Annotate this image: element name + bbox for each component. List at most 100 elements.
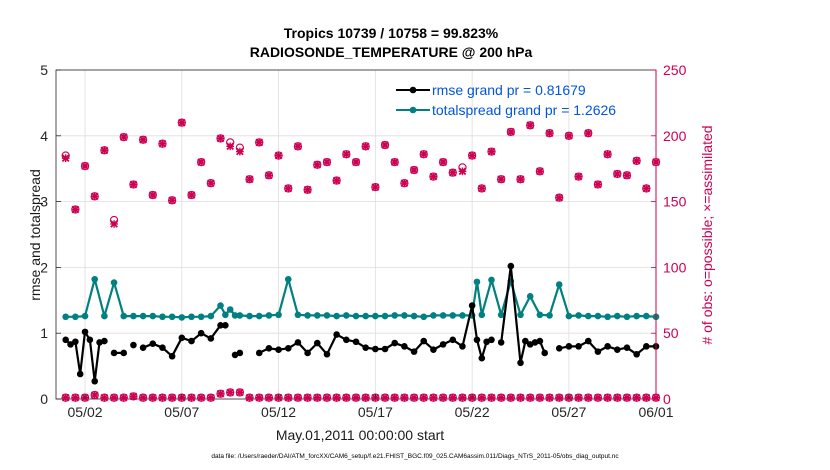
rmse-point — [507, 262, 515, 270]
totalspread-point — [246, 312, 253, 320]
totalspread-point — [333, 312, 340, 320]
totalspread-point — [439, 312, 447, 319]
totalspread-point — [231, 312, 239, 319]
x-tick-label: 05/02 — [68, 404, 103, 420]
totalspread-point — [197, 313, 205, 321]
rmse-point — [473, 336, 481, 344]
rmse-point — [149, 340, 157, 348]
rmse-point — [168, 352, 176, 360]
rmse-point — [76, 370, 84, 378]
totalspread-point — [159, 313, 166, 321]
totalspread-point — [584, 312, 592, 320]
rmse-line — [142, 324, 226, 358]
rmse-point — [555, 345, 563, 352]
legend-totalspread-label: totalspread grand pr = 1.2626 — [432, 102, 616, 118]
rmse-point — [91, 377, 99, 385]
legend: rmse grand pr = 0.81679 totalspread gran… — [396, 82, 616, 118]
rmse-point — [323, 350, 331, 358]
totalspread-point — [130, 312, 137, 320]
rmse-point — [352, 338, 360, 346]
rmse-point — [488, 336, 495, 344]
totalspread-point — [362, 312, 369, 320]
totalspread-point — [478, 311, 486, 319]
y-axis-left-label: rmse and totalspread — [27, 169, 43, 301]
footnote: data file: /Users/raeder/DAI/ATM_forcXX/… — [211, 453, 619, 460]
rmse-point — [304, 349, 311, 357]
totalspread-point — [178, 314, 186, 321]
rmse-point — [565, 343, 573, 350]
totalspread-point — [72, 313, 79, 321]
totalspread-point — [526, 293, 534, 300]
y-tick-right-label: 100 — [663, 259, 687, 275]
totalspread-point — [255, 312, 263, 320]
rmse-point — [522, 337, 529, 345]
rmse-point — [381, 345, 389, 353]
rmse-point — [139, 344, 147, 351]
rmse-point — [188, 337, 195, 345]
totalspread-point — [633, 312, 640, 320]
rmse-point — [333, 331, 340, 338]
rmse-point — [120, 349, 128, 357]
rmse-point — [81, 328, 89, 336]
rmse-point — [255, 349, 263, 357]
totalspread-point — [473, 278, 481, 286]
totalspread-point — [207, 312, 215, 320]
rmse-point — [343, 336, 350, 344]
rmse-point — [575, 343, 582, 350]
chart-title: Tropics 10739 / 10758 = 99.823% — [284, 25, 499, 41]
legend-rmse-label: rmse grand pr = 0.81679 — [432, 82, 586, 98]
rmse-point — [594, 348, 602, 355]
totalspread-point — [343, 312, 350, 319]
totalspread-point — [168, 313, 176, 321]
totalspread-point — [352, 312, 360, 320]
totalspread-point — [110, 279, 118, 286]
rmse-point — [391, 339, 399, 347]
axes: 05/02 05/07 05/12 05/17 05/22 05/27 06/0101234… — [40, 62, 686, 420]
rmse-point — [110, 349, 118, 357]
rmse-point — [86, 336, 94, 344]
rmse-point — [178, 334, 186, 342]
totalspread-point — [555, 281, 563, 288]
rmse-point — [536, 337, 544, 345]
rmse-point — [197, 329, 205, 337]
y-axis-right-label: # of obs: o=possible; ×=assimilated — [699, 125, 715, 344]
totalspread-point — [139, 312, 147, 320]
rmse-point — [584, 337, 592, 345]
totalspread-point — [284, 275, 292, 283]
rmse-point — [439, 341, 447, 348]
x-tick-label: 05/12 — [261, 404, 296, 420]
rmse-point — [401, 343, 408, 350]
y-tick-right-label: 150 — [663, 194, 687, 210]
totalspread-point — [410, 312, 418, 320]
rmse-point — [623, 344, 631, 351]
rmse-point — [101, 337, 108, 345]
totalspread-point — [217, 302, 224, 309]
totalspread-point — [120, 312, 128, 320]
totalspread-point — [430, 312, 437, 319]
totalspread-point — [149, 312, 157, 320]
rmse-point — [410, 348, 418, 355]
y-tick-right-label: 200 — [663, 128, 687, 144]
legend-totalspread-marker — [409, 106, 417, 114]
totalspread-point — [497, 311, 505, 319]
totalspread-point — [294, 311, 302, 319]
totalspread-point — [594, 312, 602, 320]
rmse-point — [604, 343, 611, 350]
totalspread-point — [226, 306, 234, 313]
totalspread-point — [188, 313, 195, 321]
totalspread-point — [275, 311, 282, 319]
totalspread-point — [81, 312, 89, 320]
totalspread-point — [313, 312, 321, 319]
rmse-point — [459, 343, 466, 350]
x-tick-label: 06/01 — [638, 404, 673, 420]
y-tick-right-label: 250 — [663, 62, 687, 78]
totalspread-point — [517, 311, 524, 319]
y-tick-left-label: 1 — [40, 325, 48, 341]
x-tick-label: 05/17 — [358, 404, 393, 420]
y-tick-left-label: 5 — [40, 62, 48, 78]
rmse-point — [72, 338, 79, 346]
rmse-point — [236, 349, 244, 357]
totalspread-point — [449, 312, 457, 319]
totalspread-point — [222, 311, 229, 319]
rmse-point — [275, 346, 282, 353]
